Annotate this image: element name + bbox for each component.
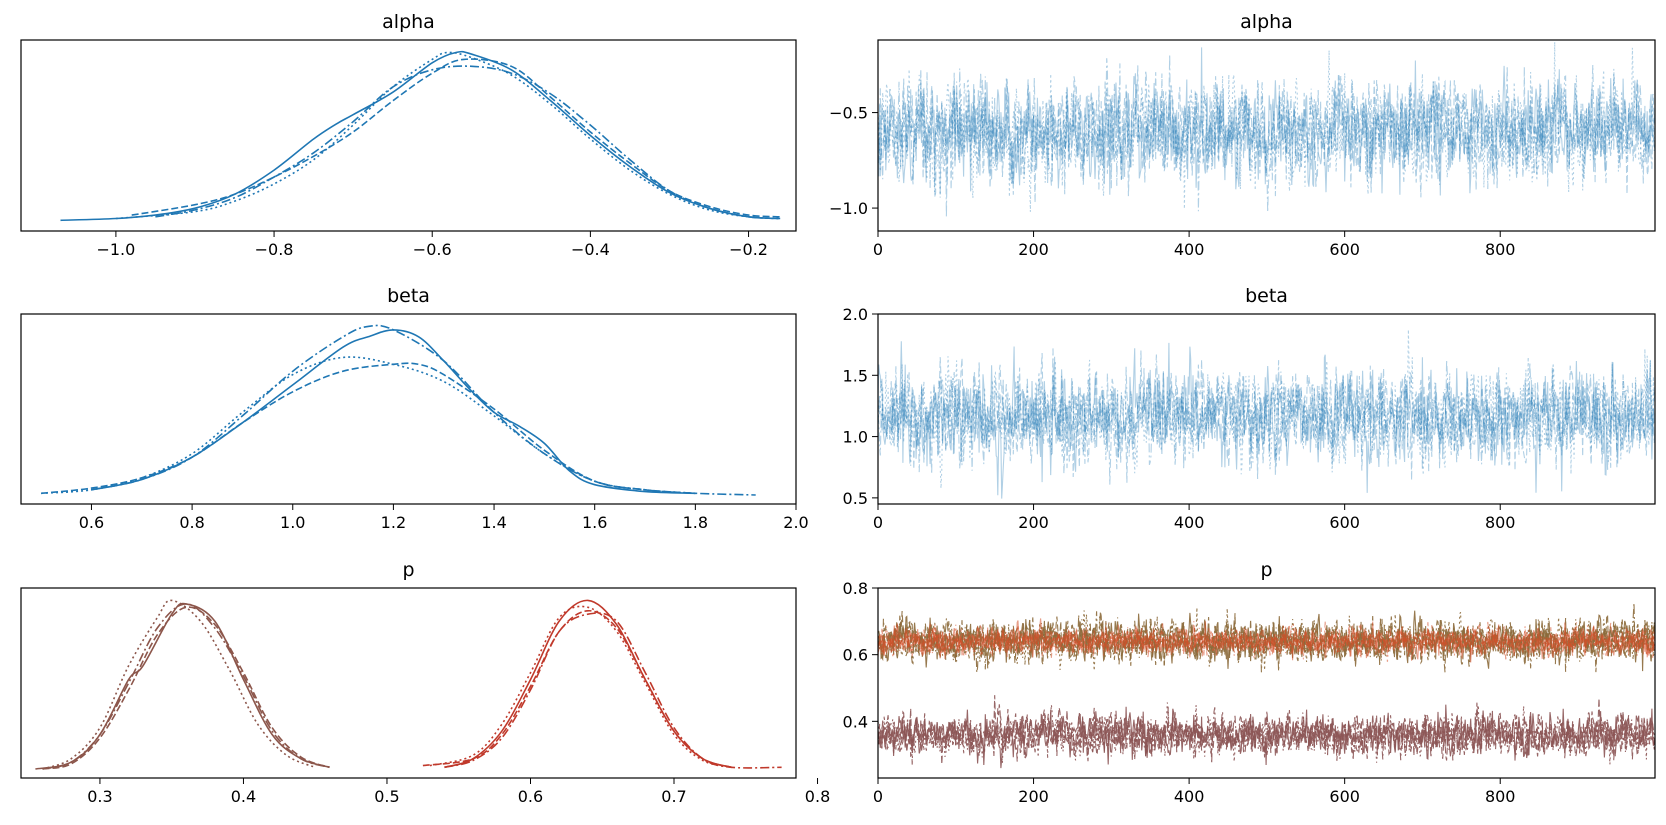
trace-chain-3: [878, 352, 1655, 483]
x-tick-label: 600: [1329, 513, 1360, 532]
x-tick-label: 0.4: [231, 787, 256, 806]
trace-chain-1: [878, 47, 1655, 196]
x-tick-label: 0: [873, 787, 883, 806]
panel-title: p: [402, 559, 414, 581]
x-tick-label: −1.0: [96, 240, 135, 259]
x-tick-label: 800: [1485, 513, 1516, 532]
axes-frame: [20, 39, 797, 232]
axes-frame: [877, 587, 1656, 779]
density-curve-solid: [35, 602, 330, 770]
density-curve-dashdot: [155, 65, 781, 220]
density-curve-dashdot: [91, 324, 756, 496]
x-tick-label: 800: [1485, 240, 1516, 259]
y-tick-label: −1.0: [829, 199, 868, 218]
axes-frame: [20, 587, 797, 779]
x-tick-label: 0: [873, 513, 883, 532]
x-tick-label: 600: [1329, 240, 1360, 259]
x-tick-label: 200: [1018, 513, 1049, 532]
x-tick-label: 800: [1485, 787, 1516, 806]
x-tick-label: −0.6: [413, 240, 452, 259]
y-tick-label: 1.5: [843, 366, 868, 385]
trace-chain-1: [878, 341, 1655, 499]
density-curve-dashdot: [42, 603, 330, 770]
x-tick-label: 2.0: [783, 513, 808, 532]
panel-1: alpha −1.0 −0.8 −0.6 −0.4 −0.2: [60, 11, 781, 259]
density-curve-dashdot: [444, 612, 782, 769]
trace-chain-4: [878, 707, 1655, 765]
y-tick-label: 0.4: [843, 712, 868, 731]
density-curve-solid: [444, 599, 732, 769]
density-curve-dashed: [41, 362, 696, 495]
trace-chain-2: [878, 329, 1655, 489]
trace-chain-3: [878, 65, 1655, 203]
x-tick-label: 200: [1018, 240, 1049, 259]
panel-title: alpha: [382, 11, 435, 33]
x-tick-label: 400: [1174, 513, 1205, 532]
y-tick-label: 0.8: [843, 579, 868, 598]
density-curve-dotted: [42, 599, 316, 770]
x-tick-label: 0: [873, 240, 883, 259]
axes-frame: [877, 39, 1656, 232]
panel-title: beta: [387, 285, 430, 307]
x-tick-label: 1.8: [683, 513, 708, 532]
y-tick-label: 2.0: [843, 305, 868, 324]
panel-2: alpha 0 200 400 600 800 −0.5 −1.0: [829, 11, 1655, 259]
panel-title: alpha: [1240, 11, 1293, 33]
y-tick-label: −0.5: [829, 104, 868, 123]
trace-chain-4: [878, 54, 1655, 218]
axes-frame: [20, 313, 797, 505]
x-tick-label: 0.6: [518, 787, 543, 806]
trace-chain-4: [878, 620, 1655, 659]
density-curve-dotted: [429, 605, 732, 769]
x-tick-label: 400: [1174, 787, 1205, 806]
density-curve-dotted: [41, 356, 696, 495]
x-tick-label: 0.5: [374, 787, 399, 806]
density-curve-dashed: [42, 606, 330, 770]
panel-title: p: [1260, 559, 1272, 581]
y-tick-label: 0.6: [843, 646, 868, 665]
x-tick-label: 400: [1174, 240, 1205, 259]
density-curve-dotted: [115, 51, 781, 220]
x-tick-label: 0.7: [661, 787, 686, 806]
panel-title: beta: [1245, 285, 1288, 307]
y-tick-label: 1.0: [843, 428, 868, 447]
x-tick-label: −0.2: [729, 240, 768, 259]
x-tick-label: −0.8: [255, 240, 294, 259]
x-tick-label: 0.3: [87, 787, 112, 806]
panel-6: p 0 200 400 600 800 0.4 0.6 0.8: [843, 559, 1655, 806]
panel-5: p 0.3 0.4 0.5 0.6 0.7 0.8: [35, 559, 830, 806]
x-tick-label: −0.4: [571, 240, 610, 259]
x-tick-label: 0.8: [179, 513, 204, 532]
trace-chain-2: [878, 41, 1655, 212]
panel-3: beta 0.6 0.8 1.0 1.2 1.4 1.6 1.8 2.0: [41, 285, 809, 532]
density-curve-solid: [60, 50, 781, 222]
density-curve-dashed: [422, 609, 732, 769]
x-tick-label: 1.0: [280, 513, 305, 532]
y-tick-label: 0.5: [843, 489, 868, 508]
panel-4: beta 0 200 400 600 800 0.5 1.0 1.5 2.0: [843, 285, 1655, 532]
x-tick-label: 1.6: [582, 513, 607, 532]
trace-chain-4: [878, 348, 1655, 485]
x-tick-label: 600: [1329, 787, 1360, 806]
x-tick-label: 1.2: [381, 513, 406, 532]
trace-chain-1: [878, 618, 1655, 663]
x-tick-label: 0.8: [805, 787, 830, 806]
x-tick-label: 1.4: [481, 513, 506, 532]
x-tick-label: 0.6: [79, 513, 104, 532]
x-tick-label: 200: [1018, 787, 1049, 806]
trace-chain-3: [878, 622, 1655, 661]
axes-frame: [877, 313, 1656, 505]
